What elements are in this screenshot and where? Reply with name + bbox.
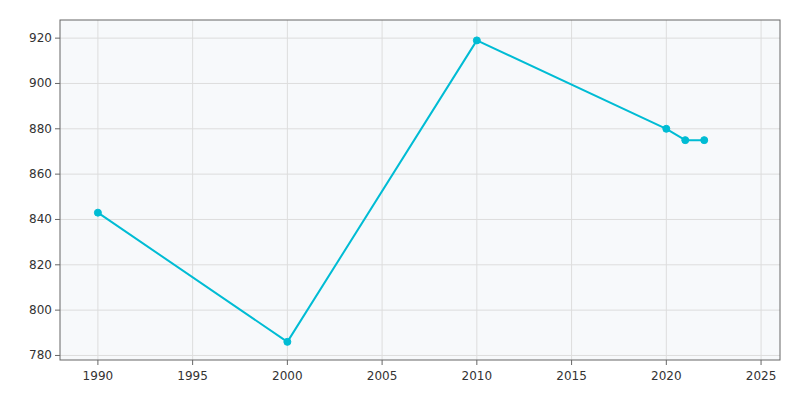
x-grid-line bbox=[476, 20, 477, 360]
plot-frame bbox=[60, 20, 780, 360]
x-tick bbox=[571, 360, 572, 365]
x-tick-label: 2015 bbox=[556, 369, 587, 383]
y-tick bbox=[55, 128, 60, 129]
y-tick bbox=[55, 264, 60, 265]
x-grid-line bbox=[192, 20, 193, 360]
y-grid-line bbox=[60, 310, 780, 311]
y-grid-line bbox=[60, 219, 780, 220]
y-grid-line bbox=[60, 355, 780, 356]
x-tick-label: 2025 bbox=[746, 369, 777, 383]
y-tick-label: 920 bbox=[29, 31, 52, 45]
y-tick-label: 780 bbox=[29, 348, 52, 362]
x-grid-line bbox=[571, 20, 572, 360]
y-tick-label: 860 bbox=[29, 167, 52, 181]
y-tick bbox=[55, 355, 60, 356]
y-tick bbox=[55, 219, 60, 220]
x-tick bbox=[287, 360, 288, 365]
line bbox=[98, 40, 704, 341]
point bbox=[284, 338, 291, 345]
y-tick-label: 840 bbox=[29, 212, 52, 226]
chart-svg: 1990 1995 2000 2005 2010 2015 2020 2025 780 800 82… bbox=[0, 0, 800, 400]
y-tick bbox=[55, 310, 60, 311]
ticks: 1990 1995 2000 2005 2010 2015 2020 2025 780 800 82… bbox=[29, 31, 776, 383]
x-tick bbox=[382, 360, 383, 365]
y-grid-line bbox=[60, 38, 780, 39]
y-tick-label: 880 bbox=[29, 122, 52, 136]
y-tick-label: 820 bbox=[29, 258, 52, 272]
x-tick-label: 2005 bbox=[367, 369, 398, 383]
x-tick-label: 2000 bbox=[272, 369, 303, 383]
x-tick bbox=[476, 360, 477, 365]
x-tick bbox=[97, 360, 98, 365]
x-grid-line bbox=[287, 20, 288, 360]
y-tick-label: 800 bbox=[29, 303, 52, 317]
x-grid-line bbox=[97, 20, 98, 360]
x-tick-label: 1990 bbox=[83, 369, 114, 383]
point bbox=[94, 209, 101, 216]
chart-container: 1990 1995 2000 2005 2010 2015 2020 2025 780 800 82… bbox=[0, 0, 800, 400]
y-tick bbox=[55, 38, 60, 39]
data-group bbox=[94, 37, 707, 345]
point bbox=[701, 137, 708, 144]
x-tick-label: 2020 bbox=[651, 369, 682, 383]
point bbox=[473, 37, 480, 44]
y-grid-line bbox=[60, 174, 780, 175]
y-grid-line bbox=[60, 264, 780, 265]
y-tick bbox=[55, 174, 60, 175]
x-tick-label: 2010 bbox=[462, 369, 493, 383]
grid bbox=[60, 20, 780, 360]
plot-background bbox=[60, 20, 780, 360]
x-tick-label: 1995 bbox=[177, 369, 208, 383]
point bbox=[682, 137, 689, 144]
x-tick bbox=[666, 360, 667, 365]
x-grid-line bbox=[761, 20, 762, 360]
x-tick bbox=[192, 360, 193, 365]
x-tick bbox=[761, 360, 762, 365]
y-tick bbox=[55, 83, 60, 84]
point bbox=[663, 125, 670, 132]
y-tick-label: 900 bbox=[29, 76, 52, 90]
y-grid-line bbox=[60, 83, 780, 84]
x-grid-line bbox=[666, 20, 667, 360]
